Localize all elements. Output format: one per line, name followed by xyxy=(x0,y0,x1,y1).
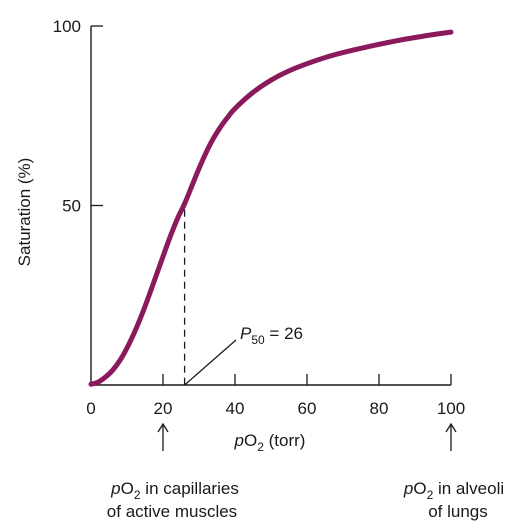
x-axis-label: pO2 (torr) xyxy=(234,431,306,454)
p50-label: P50 = 26 xyxy=(240,324,303,347)
y-axis-label: Saturation (%) xyxy=(15,158,34,267)
capillaries-note-line2: of active muscles xyxy=(107,502,237,521)
x-tick-label: 60 xyxy=(298,399,317,418)
capillaries-note-line1: pO2 in capillaries xyxy=(110,479,239,502)
y-ticks: 50 100 xyxy=(53,17,103,216)
x-tick-label: 100 xyxy=(437,399,465,418)
capillaries-arrow: pO2 in capillaries of active muscles xyxy=(107,422,239,521)
y-tick-label: 100 xyxy=(53,17,81,36)
alveoli-arrow: pO2 in alveoli of lungs xyxy=(403,422,504,521)
saturation-curve xyxy=(88,29,454,387)
alveoli-note-line2: of lungs xyxy=(428,502,488,521)
y-tick-label: 50 xyxy=(62,197,81,216)
x-ticks: 0 20 40 60 80 100 xyxy=(86,374,465,418)
alveoli-note-line1: pO2 in alveoli xyxy=(403,479,504,502)
x-tick-label: 80 xyxy=(370,399,389,418)
p50-leader-line xyxy=(184,339,237,386)
x-tick-label: 0 xyxy=(86,399,95,418)
x-tick-label: 40 xyxy=(226,399,245,418)
x-tick-label: 20 xyxy=(154,399,173,418)
